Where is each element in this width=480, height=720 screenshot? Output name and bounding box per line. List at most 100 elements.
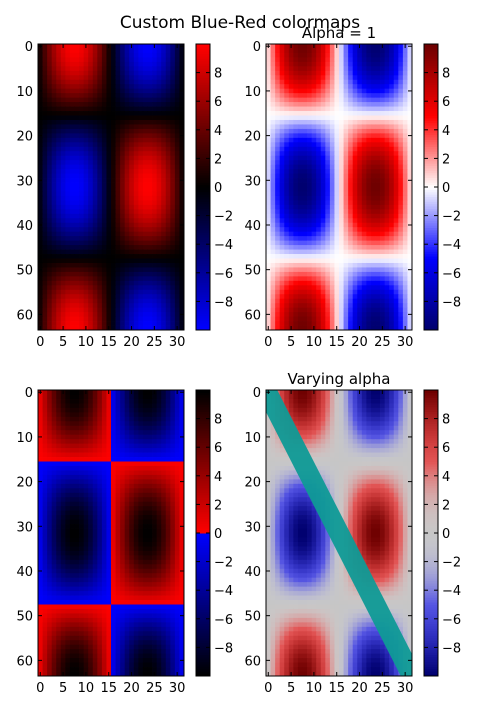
colorbar-segment	[424, 253, 438, 257]
heatmap-cell	[334, 79, 340, 85]
heatmap-cell	[101, 187, 107, 192]
heatmap-cell	[142, 390, 148, 395]
heatmap-cell	[375, 178, 381, 183]
heatmap-cell	[97, 66, 103, 72]
heatmap-cell	[133, 75, 139, 81]
heatmap-cell	[147, 407, 153, 413]
heatmap-cell	[69, 52, 75, 58]
heatmap-cell	[174, 452, 180, 458]
heatmap-cell	[142, 204, 148, 210]
heatmap-cell	[179, 240, 185, 246]
heatmap-cell	[124, 439, 130, 445]
heatmap-cell	[393, 70, 399, 76]
heatmap-cell	[124, 267, 130, 273]
heatmap-cell	[51, 178, 57, 183]
heatmap-cell	[97, 390, 103, 395]
heatmap-cell	[161, 276, 167, 282]
heatmap-cell	[343, 137, 349, 143]
heatmap-cell	[339, 84, 344, 90]
heatmap-cell	[279, 218, 285, 224]
heatmap-cell	[288, 204, 294, 210]
heatmap-cell	[152, 254, 158, 259]
heatmap-cell	[69, 236, 75, 242]
heatmap-cell	[165, 84, 171, 90]
heatmap-cell	[83, 240, 89, 246]
heatmap-cell	[51, 231, 57, 237]
heatmap-cell	[307, 316, 313, 322]
heatmap-cell	[343, 280, 349, 286]
heatmap-cell	[47, 97, 53, 103]
heatmap-cell	[101, 430, 107, 436]
heatmap-cell	[124, 398, 130, 404]
heatmap-cell	[74, 457, 80, 462]
heatmap-cell	[142, 128, 148, 134]
heatmap-cell	[161, 200, 167, 206]
heatmap-cell	[60, 191, 66, 197]
heatmap-cell	[375, 289, 381, 295]
heatmap-cell	[47, 218, 53, 224]
heatmap-cell	[329, 245, 335, 250]
heatmap-cell	[348, 267, 354, 273]
heatmap-cell	[270, 164, 276, 170]
heatmap-cell	[320, 312, 326, 317]
heatmap-cell	[88, 227, 94, 233]
heatmap-cell	[361, 222, 367, 228]
heatmap-cell	[88, 298, 94, 304]
heatmap-cell	[142, 97, 148, 103]
heatmap-cell	[266, 146, 271, 152]
heatmap-cell	[384, 204, 390, 210]
heatmap-cell	[279, 262, 285, 268]
heatmap-cell	[120, 254, 126, 259]
heatmap-cell	[348, 160, 354, 166]
colorbar-segment	[424, 246, 438, 250]
heatmap-cell	[343, 254, 349, 259]
heatmap-cell	[370, 325, 376, 331]
heatmap-cell	[334, 151, 340, 157]
heatmap-cell	[325, 57, 331, 63]
heatmap-cell	[165, 151, 171, 157]
heatmap-cell	[124, 119, 130, 125]
heatmap-cell	[69, 398, 75, 404]
heatmap-cell	[320, 218, 326, 224]
heatmap-cell	[129, 142, 135, 148]
heatmap-cell	[101, 307, 107, 313]
heatmap-cell	[297, 258, 303, 264]
heatmap-cell	[115, 70, 121, 76]
heatmap-cell	[56, 407, 62, 413]
heatmap-cell	[375, 173, 381, 179]
heatmap-cell	[288, 236, 294, 242]
heatmap-cell	[348, 70, 354, 76]
heatmap-cell	[88, 416, 94, 422]
colorbar-segment	[424, 308, 438, 312]
heatmap-cell	[320, 155, 326, 161]
heatmap-cell	[79, 146, 85, 152]
heatmap-cell	[120, 155, 126, 161]
heatmap-cell	[311, 240, 317, 246]
heatmap-cell	[398, 173, 404, 179]
heatmap-cell	[111, 452, 116, 458]
heatmap-cell	[111, 93, 116, 99]
heatmap-cell	[138, 57, 144, 63]
heatmap-cell	[51, 285, 57, 291]
heatmap-cell	[402, 164, 408, 170]
heatmap-cell	[79, 191, 85, 197]
heatmap-cell	[38, 316, 43, 322]
heatmap-cell	[142, 213, 148, 219]
heatmap-cell	[79, 303, 85, 309]
heatmap-cell	[138, 61, 144, 67]
heatmap-cell	[170, 280, 176, 286]
heatmap-cell	[147, 227, 153, 233]
heatmap-cell	[370, 316, 376, 322]
heatmap-cell	[174, 137, 180, 143]
heatmap-cell	[398, 146, 404, 152]
heatmap-cell	[325, 254, 331, 259]
heatmap-cell	[361, 111, 367, 116]
heatmap-cell	[60, 407, 66, 413]
heatmap-cell	[88, 294, 94, 300]
heatmap-cell	[74, 231, 80, 237]
colorbar-segment	[196, 120, 210, 124]
heatmap-cell	[179, 258, 185, 264]
heatmap-cell	[389, 102, 395, 107]
heatmap-cell	[316, 218, 322, 224]
heatmap-cell	[65, 52, 71, 58]
